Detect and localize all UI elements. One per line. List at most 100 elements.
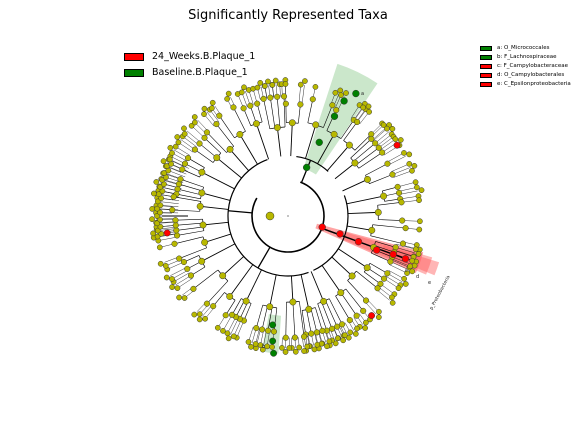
clade-swatch — [480, 82, 492, 87]
branch-line — [256, 103, 263, 122]
chart-title: Significantly Represented Taxa — [188, 8, 388, 23]
cladogram-node — [253, 324, 260, 332]
branch-line — [236, 320, 245, 338]
cladogram-node — [245, 339, 252, 345]
branch-line — [377, 134, 392, 146]
branch-line — [245, 269, 262, 302]
cladogram-node — [252, 120, 260, 128]
cladogram-node — [374, 285, 381, 292]
branch-line — [171, 270, 189, 280]
branch-line — [222, 314, 233, 331]
branch-line — [343, 121, 358, 141]
branch-line — [394, 250, 414, 257]
cladogram-node — [332, 89, 339, 96]
cladogram-node — [238, 89, 245, 96]
cladogram-node — [406, 161, 413, 167]
cladogram-node — [230, 104, 237, 111]
cladogram-node — [273, 124, 281, 132]
legend-swatch-green — [124, 68, 144, 77]
cladogram-node — [181, 130, 188, 137]
cladogram-node — [389, 126, 396, 132]
branch-line — [364, 301, 377, 315]
cladogram-node — [157, 216, 163, 223]
branch-line — [321, 265, 342, 293]
cladogram-node — [416, 226, 423, 233]
branch-line — [256, 123, 270, 160]
cladogram-node — [154, 213, 160, 219]
cladogram-node — [360, 307, 367, 314]
branch-line — [372, 128, 388, 141]
clade-legend-label: b: F_Lachnospiraceae — [497, 54, 557, 60]
branch-line — [243, 108, 252, 126]
cladogram-node — [296, 344, 303, 351]
cladogram-node — [291, 334, 298, 341]
branch-line — [310, 308, 318, 333]
cladogram-node — [402, 281, 409, 287]
green-node — [302, 163, 311, 172]
cladogram-node — [226, 145, 234, 153]
branch-line — [307, 99, 314, 123]
cladogram-node — [352, 331, 359, 337]
branch-line — [340, 119, 355, 139]
cladogram-node — [266, 303, 274, 311]
cladogram-node — [354, 118, 361, 126]
cladogram-node — [384, 270, 391, 277]
cladogram-node — [242, 297, 250, 305]
clade-swatch — [480, 46, 492, 51]
green-node — [315, 138, 323, 147]
clade-label-e: e — [428, 280, 431, 286]
branch-line — [263, 98, 271, 129]
cladogram-node — [379, 149, 386, 156]
branch-line — [329, 298, 343, 325]
branch-line — [394, 250, 414, 257]
clade-label-c: c — [405, 268, 408, 274]
branch-line — [175, 222, 203, 226]
cladogram-node — [312, 84, 319, 90]
cladogram-node — [280, 93, 288, 100]
cladogram-node — [345, 334, 352, 341]
cladogram-node — [191, 114, 198, 120]
clade-legend-label: c: F_Campylobacteraceae — [497, 63, 568, 69]
cladogram-node — [167, 156, 173, 163]
branch-line — [177, 278, 193, 289]
cladogram-node — [236, 130, 244, 138]
legend-entry-baseline: Baseline.B.Plaque_1 — [124, 67, 255, 78]
cladogram-node — [416, 197, 422, 204]
branch-line — [178, 142, 194, 153]
cladogram-node — [334, 335, 341, 342]
cladogram-node — [174, 134, 181, 140]
branch-line — [347, 280, 367, 301]
cladogram-node — [260, 95, 267, 102]
cladogram-node — [191, 311, 198, 318]
branch-line — [292, 301, 296, 338]
branch-line — [231, 298, 242, 315]
branch-line — [160, 201, 179, 204]
cladogram-node — [409, 167, 415, 174]
cladogram-node — [213, 154, 221, 162]
branch-line — [380, 139, 396, 151]
branch-line — [386, 152, 405, 163]
clade-a-shade — [303, 63, 378, 175]
cladogram-node — [184, 265, 191, 272]
cladogram-node — [368, 226, 376, 234]
cladogram-node — [171, 240, 178, 247]
branch-line — [375, 131, 390, 144]
cladogram-node — [156, 244, 163, 251]
branch-line — [301, 85, 305, 105]
cladogram-node — [342, 332, 348, 338]
cladogram-node — [198, 168, 206, 176]
cladogram-node — [162, 262, 169, 269]
cladogram-node — [404, 270, 410, 276]
legend-entry-24-weeks: 24_Weeks.B.Plaque_1 — [124, 51, 255, 62]
clade-label-a: a — [361, 91, 364, 97]
cladogram-node — [220, 328, 226, 334]
cladogram-node — [314, 341, 321, 348]
branch-line — [177, 188, 202, 196]
branch-line — [388, 156, 406, 166]
cladogram-node — [157, 184, 164, 190]
cladogram-node — [329, 102, 336, 109]
cladogram-node — [282, 81, 289, 87]
cladogram-node — [345, 141, 353, 149]
cladogram-node — [384, 160, 391, 167]
branch-line — [370, 235, 404, 244]
